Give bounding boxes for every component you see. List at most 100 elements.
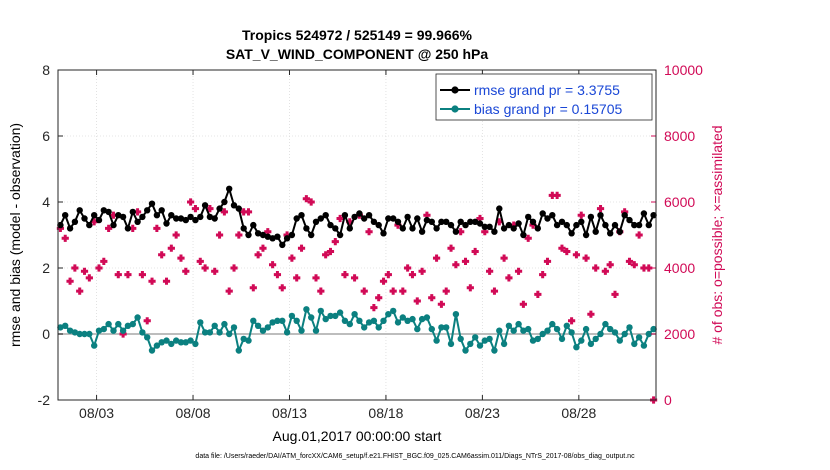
x-tick-label: 08/08 (176, 405, 211, 421)
rmse-point (95, 216, 103, 224)
bias-point (443, 324, 450, 331)
plot-frame (57, 69, 657, 401)
bias-point (534, 335, 541, 343)
x-tick-label: 08/23 (465, 405, 500, 421)
rmse-point (635, 221, 643, 229)
bias-point (240, 335, 247, 343)
rmse-point (423, 216, 431, 224)
rmse-point (650, 212, 657, 219)
rmse-point (515, 220, 522, 227)
rmse-point (245, 231, 252, 239)
obs-point (162, 277, 171, 285)
rmse-point (582, 231, 590, 239)
rmse-point (443, 218, 450, 225)
bias-point (380, 317, 387, 324)
obs-point (172, 231, 180, 239)
bias-point (573, 344, 580, 351)
bias-point (365, 319, 373, 326)
obs-point (148, 277, 156, 285)
rmse-point (279, 241, 286, 249)
rmse-point (346, 225, 353, 232)
y-axis-left: -2 0 2 4 6 8 (38, 62, 63, 408)
x-tick-label: 08/28 (561, 405, 596, 421)
obs-point (244, 208, 253, 216)
rmse-point (124, 225, 132, 232)
obs-point (293, 274, 301, 282)
bias-point (409, 315, 416, 323)
obs-point (114, 271, 122, 279)
obs-point (404, 264, 412, 272)
obs-point (66, 277, 74, 285)
rmse-point (173, 215, 180, 222)
obs-point (191, 205, 200, 213)
bias-point (293, 317, 300, 324)
obs-point (138, 271, 146, 279)
bias-point (312, 327, 320, 334)
bias-point (476, 342, 484, 349)
bias-point (645, 330, 652, 338)
rmse-point (264, 233, 271, 240)
rmse-point (404, 213, 411, 221)
bias-point (264, 324, 271, 331)
bias-point (414, 325, 421, 333)
obs-point (235, 231, 243, 239)
y-axis-right: 0 2000 4000 6000 8000 10000 (651, 62, 703, 408)
bias-point (129, 320, 136, 328)
bias-point (549, 320, 556, 328)
rmse-point (288, 231, 296, 239)
bias-point (303, 306, 310, 313)
rmse-point (115, 212, 122, 219)
bias-point (568, 329, 575, 336)
y-right-tick-label: 6000 (664, 194, 695, 210)
obs-point (461, 257, 470, 265)
rmse-point (110, 221, 117, 229)
bias-point (201, 329, 209, 336)
bias-point (447, 340, 455, 348)
obs-point (365, 228, 373, 236)
bias-point (597, 330, 604, 338)
bias-point (399, 314, 406, 321)
obs-point (408, 271, 417, 279)
bias-point (438, 324, 445, 331)
obs-point (558, 244, 566, 252)
obs-point (211, 267, 219, 275)
obs-point (269, 261, 277, 269)
obs-point (158, 251, 166, 259)
rmse-point (365, 212, 373, 219)
y-left-tick-label: 0 (42, 326, 50, 342)
bias-point (81, 330, 88, 338)
obs-point (592, 264, 600, 272)
obs-point (350, 274, 359, 282)
rmse-point (197, 213, 204, 221)
rmse-point (534, 225, 541, 232)
y-right-tick-label: 10000 (664, 62, 703, 78)
bias-point (505, 322, 513, 329)
bias-point (520, 327, 527, 334)
obs-point (577, 211, 585, 219)
obs-point (466, 284, 474, 292)
obs-point (288, 254, 296, 262)
rmse-point (81, 215, 88, 222)
obs-point (273, 271, 282, 279)
obs-point (182, 267, 190, 275)
bias-point (110, 327, 117, 334)
legend-rmse-marker (451, 86, 459, 94)
rmse-point (322, 212, 329, 219)
rmse-point (91, 212, 98, 219)
x-tick-label: 08/18 (368, 405, 403, 421)
bias-point (563, 322, 570, 329)
rmse-point (76, 207, 83, 214)
rmse-point (269, 235, 276, 242)
bias-point (346, 320, 353, 328)
bias-point (216, 329, 223, 336)
obs-point (341, 271, 349, 279)
rmse-point (500, 225, 508, 232)
obs-point (187, 198, 195, 206)
bias-point (616, 337, 623, 344)
bias-point (211, 322, 218, 329)
obs-point (322, 251, 330, 259)
bias-point (327, 312, 334, 320)
bias-point (578, 337, 585, 344)
bias-point (274, 317, 281, 324)
rmse-point (332, 225, 339, 232)
